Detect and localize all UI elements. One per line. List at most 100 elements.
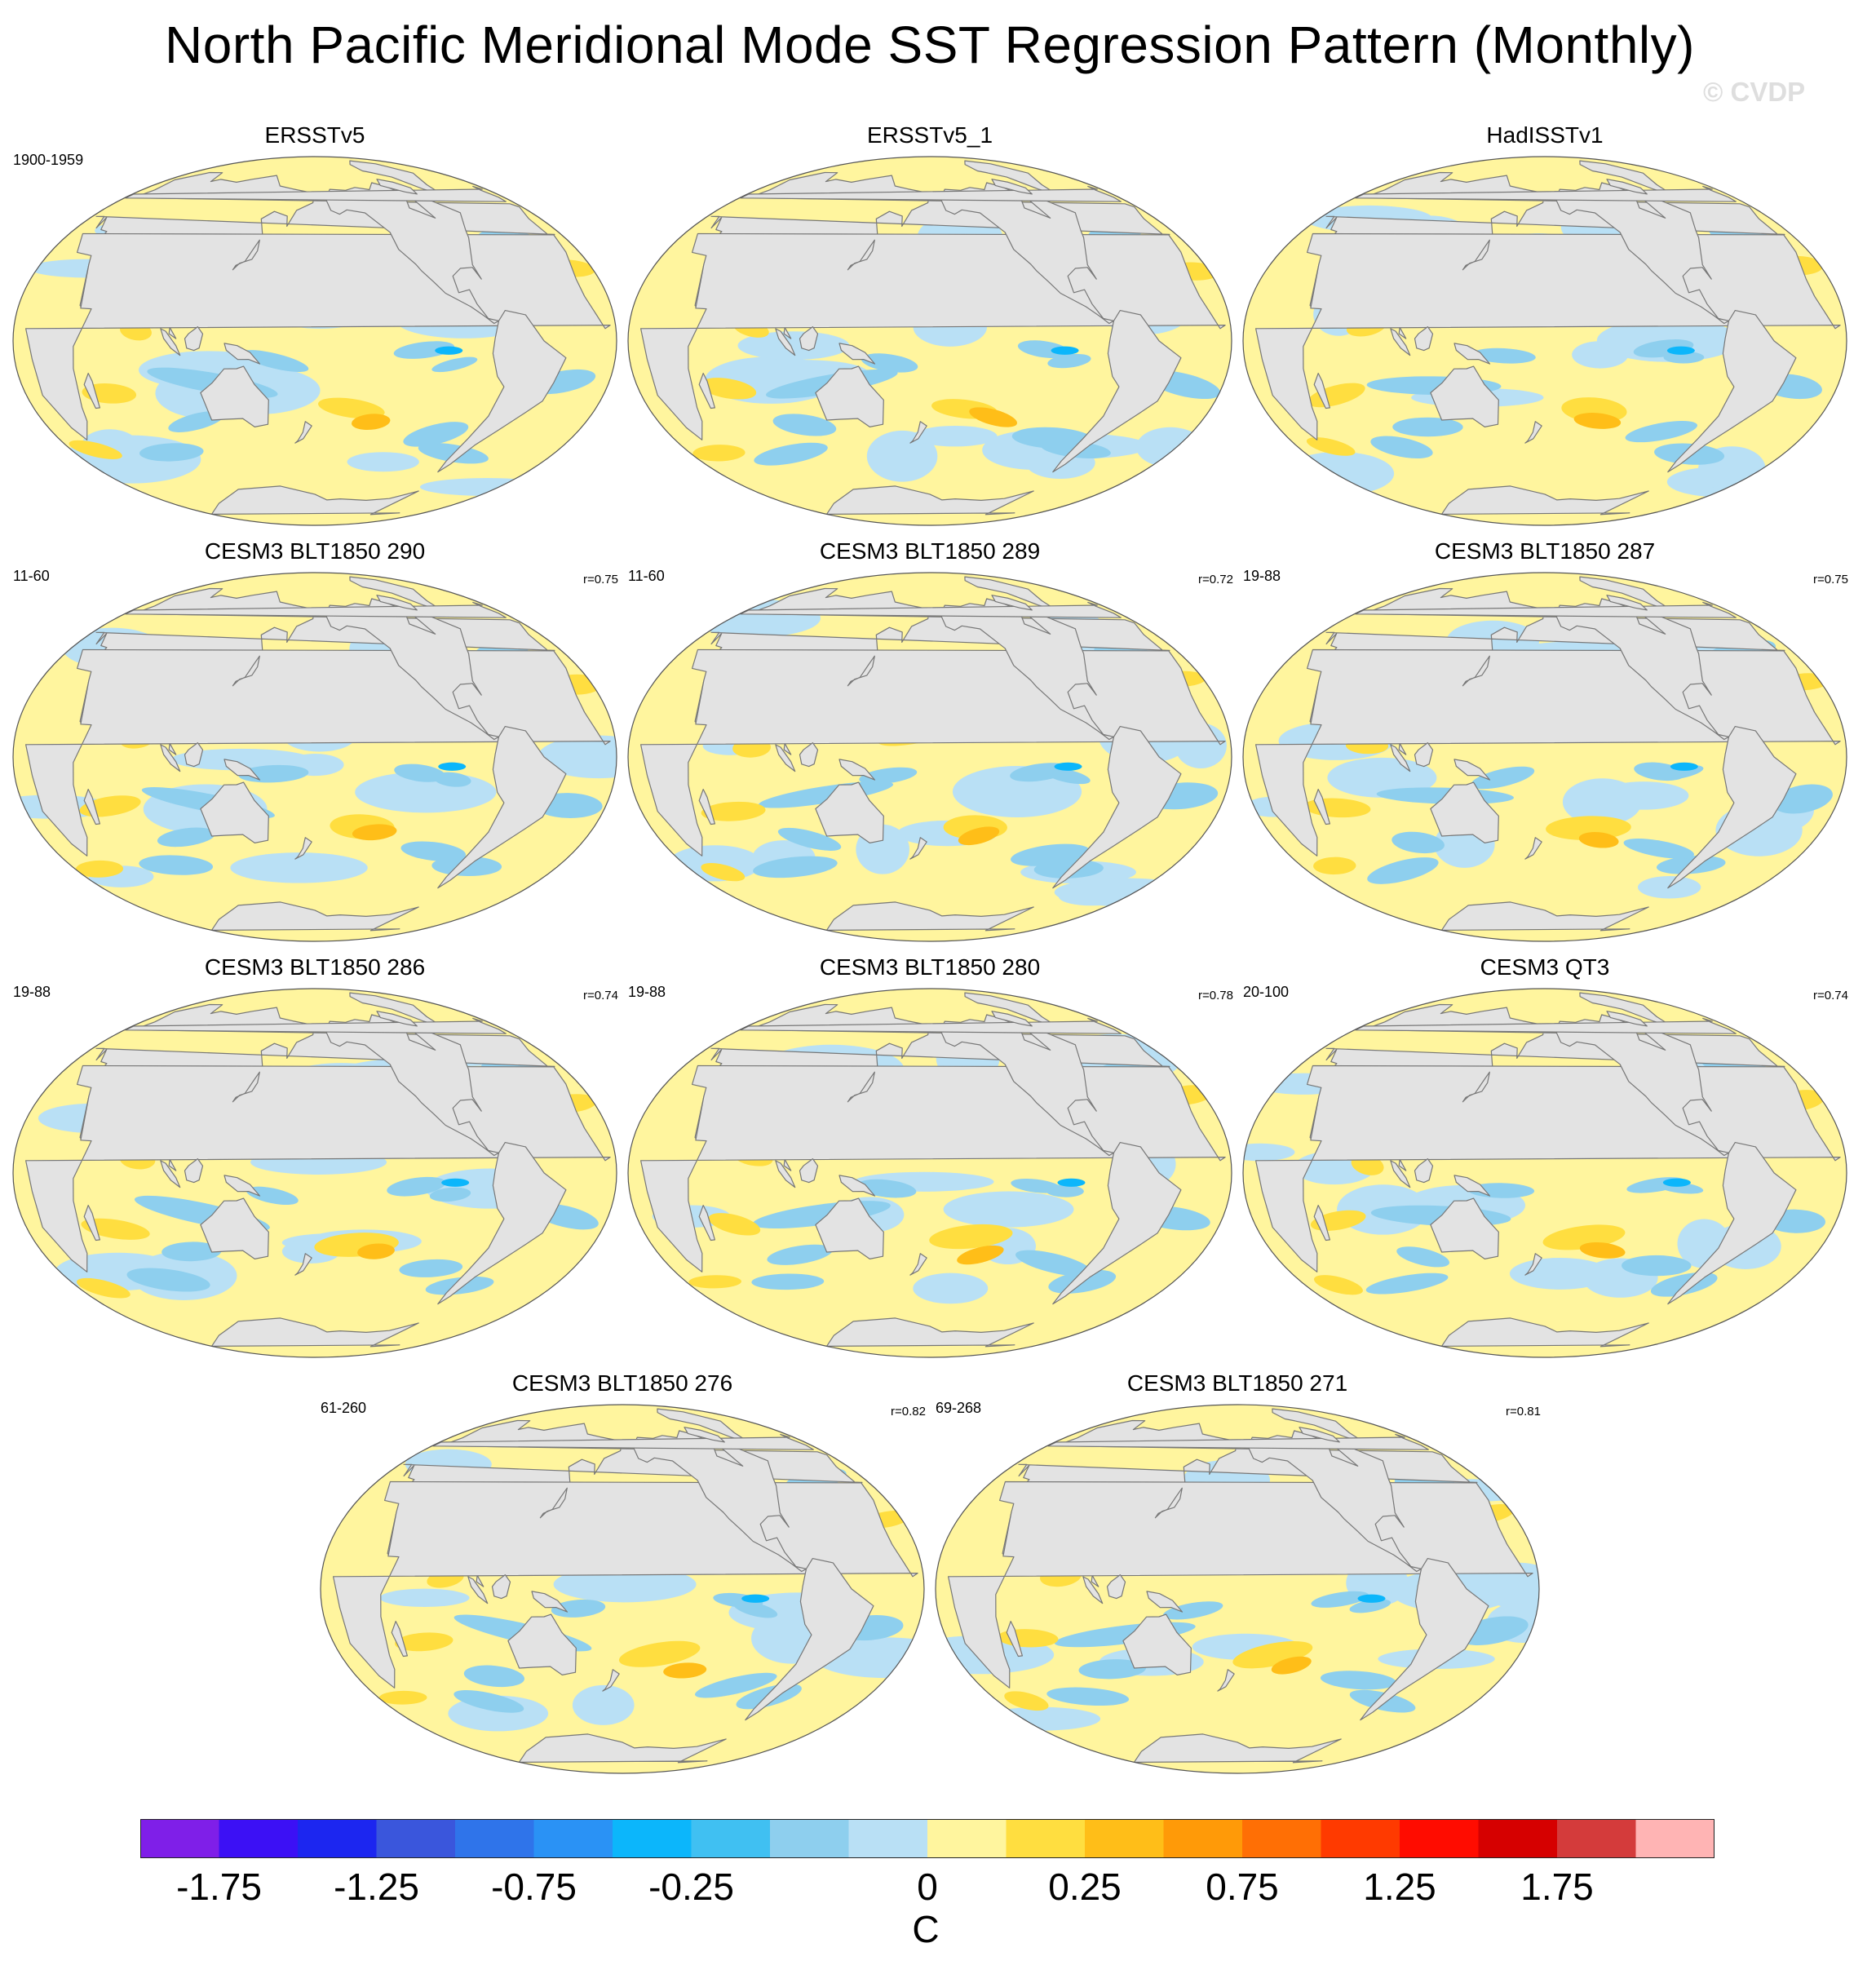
panel-period: 19-88 [628, 984, 666, 1000]
cool-anomaly-region [1011, 843, 1090, 866]
cool-anomaly-region [1625, 421, 1697, 443]
cool-anomaly-region [246, 1186, 299, 1206]
land-mass [1440, 901, 1649, 932]
panel-period: 11-60 [628, 568, 665, 584]
land-mass [1299, 1427, 1340, 1443]
cool-anomaly-region [429, 1187, 471, 1202]
sst-regression-map [627, 156, 1232, 526]
cool-anomaly-region [433, 772, 471, 787]
land-mass [909, 837, 927, 860]
sst-regression-map [12, 572, 617, 942]
cool-anomaly-patch [913, 425, 998, 447]
land-mass [1414, 1158, 1434, 1184]
land-mass [1430, 365, 1499, 427]
cool-anomaly-region [393, 341, 455, 359]
cool-anomaly-patch [1136, 427, 1205, 467]
cool-anomaly-region [1043, 768, 1091, 785]
warm-anomaly-region [1578, 831, 1619, 848]
land-mass [1390, 1160, 1411, 1188]
panel-correlation: r=0.75 [583, 573, 618, 586]
map-panel: CESM3 BLT1850 287 19-88 r=0.75 [1241, 538, 1848, 946]
warm-anomaly-region [701, 801, 766, 821]
cool-anomaly-patch [1327, 757, 1437, 798]
land-mass [1146, 1591, 1184, 1613]
map-ocean-field [1243, 157, 1847, 525]
warm-anomaly-region [969, 407, 1017, 427]
land-mass [25, 232, 611, 440]
land-mass [847, 1071, 875, 1103]
land-mass [847, 655, 875, 687]
cool-anomaly-region [1320, 1671, 1397, 1690]
cool-anomaly-region [861, 353, 918, 373]
land-mass [432, 1433, 814, 1450]
sst-regression-map [1242, 572, 1847, 942]
land-mass [838, 1175, 876, 1197]
colorbar-swatch [455, 1819, 534, 1858]
globe-outline [627, 988, 1232, 1358]
globe-outline [627, 156, 1232, 526]
colorbar-swatch [219, 1819, 299, 1858]
sst-regression-map [320, 1404, 925, 1774]
panel-correlation: r=0.82 [891, 1405, 926, 1419]
panel-title: CESM3 BLT1850 271 [1126, 1370, 1348, 1396]
land-mass [376, 595, 418, 611]
colorbar-swatch [1478, 1819, 1558, 1858]
land-mass [991, 595, 1033, 611]
cool-anomaly-region [1365, 1272, 1449, 1295]
warm-anomaly-region [700, 378, 757, 400]
land-mass [1052, 1142, 1182, 1305]
panel-title: ERSSTv5 [264, 122, 365, 148]
warm-anomaly-region [663, 1662, 707, 1679]
panel-correlation: r=0.72 [1198, 573, 1233, 586]
panel-period: 20-100 [1243, 984, 1290, 1000]
land-mass [698, 373, 715, 409]
land-mass [909, 1253, 927, 1276]
land-mass [825, 1317, 1034, 1348]
land-mass [964, 160, 1059, 196]
map-ocean-field [1243, 989, 1847, 1357]
cool-anomaly-region [1392, 417, 1463, 437]
land-mass [1440, 1317, 1649, 1348]
land-mass [125, 185, 507, 202]
land-mass [1667, 726, 1797, 889]
colorbar-swatch [691, 1819, 771, 1858]
land-mass [83, 789, 100, 825]
cool-anomaly-region [1471, 347, 1536, 364]
colorbar-tick-label: -1.25 [334, 1866, 419, 1908]
land-mass [349, 576, 444, 612]
cool-core [1057, 1178, 1086, 1187]
cool-anomaly-region [859, 767, 918, 785]
map-panel: CESM3 BLT1850 271 69-268 r=0.81 [934, 1370, 1541, 1778]
land-mass [1606, 179, 1648, 195]
land-mass [657, 1408, 751, 1444]
land-mass [1313, 789, 1330, 825]
land-mass [437, 310, 567, 473]
cool-anomaly-region [751, 1273, 825, 1290]
sst-regression-map [1242, 156, 1847, 526]
land-mass [1006, 1621, 1023, 1658]
land-mass [184, 1158, 204, 1184]
land-mass [1313, 1205, 1330, 1241]
land-mass [825, 901, 1034, 932]
land-mass [294, 837, 312, 860]
cool-core [1357, 1594, 1386, 1603]
cool-anomaly-region [1078, 1659, 1147, 1680]
warm-anomaly-region [1232, 1640, 1313, 1669]
land-mass [507, 1613, 577, 1675]
land-mass [1667, 1142, 1797, 1305]
land-mass [491, 1574, 511, 1600]
land-mass [125, 601, 507, 618]
land-mass [909, 421, 927, 444]
cool-anomaly-region [403, 422, 469, 447]
land-mass [1154, 1487, 1183, 1519]
land-mass [184, 742, 204, 768]
cool-anomaly-region [161, 1241, 222, 1262]
warm-anomaly-region [1306, 437, 1356, 456]
land-mass [294, 421, 312, 444]
land-mass [539, 1487, 568, 1519]
land-mass [1579, 992, 1674, 1028]
land-mass [1106, 1574, 1126, 1600]
cool-anomaly-region [454, 1690, 524, 1713]
land-mass [799, 326, 819, 352]
land-mass [200, 1197, 269, 1259]
